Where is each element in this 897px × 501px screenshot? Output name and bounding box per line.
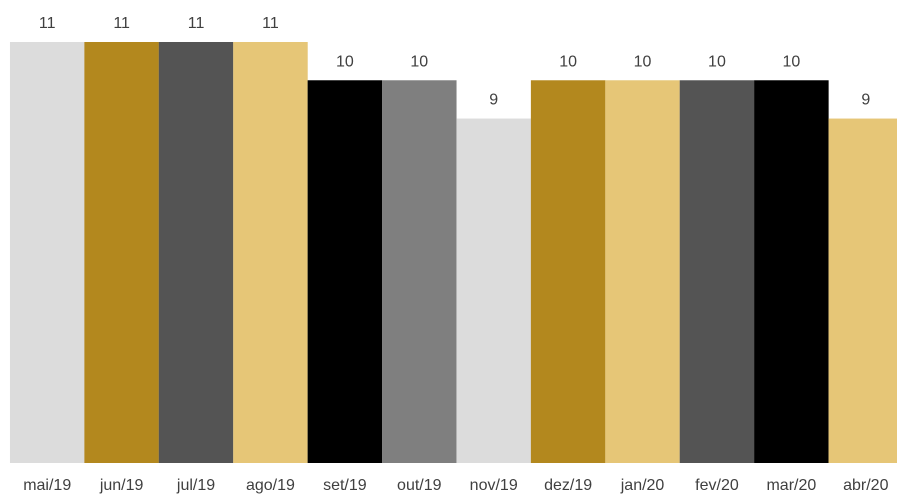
value-label-jan-20: 10 (634, 53, 652, 70)
category-label-nov-19: nov/19 (470, 477, 518, 494)
value-label-mai-19: 11 (39, 15, 56, 32)
value-label-out-19: 10 (410, 53, 428, 70)
bar-jan-20 (605, 80, 680, 464)
value-label-dez-19: 10 (559, 53, 577, 70)
value-label-abr-20: 9 (861, 92, 870, 109)
bar-jun-19 (84, 42, 159, 463)
bars-group (9, 42, 897, 464)
bar-fev-20 (679, 80, 755, 464)
value-label-ago-19: 11 (262, 15, 279, 32)
category-label-ago-19: ago/19 (246, 477, 295, 494)
value-label-mar-20: 10 (782, 53, 800, 70)
bar-mar-20 (754, 80, 829, 464)
bar-ago-19 (233, 42, 308, 463)
category-label-jan-20: jan/20 (620, 477, 665, 494)
bar-dez-19 (530, 80, 606, 464)
bar-mai-19 (9, 42, 85, 463)
bar-abr-20 (828, 118, 897, 464)
value-label-jun-19: 11 (113, 15, 130, 32)
category-label-mar-20: mar/20 (766, 477, 816, 494)
category-label-jul-19: jul/19 (176, 477, 215, 494)
bar-out-19 (382, 80, 457, 464)
bar-nov-19 (456, 118, 531, 464)
value-label-nov-19: 9 (489, 92, 498, 109)
category-label-dez-19: dez/19 (544, 477, 592, 494)
value-label-jul-19: 11 (188, 15, 205, 32)
value-label-fev-20: 10 (708, 53, 726, 70)
category-label-mai-19: mai/19 (23, 477, 71, 494)
category-label-out-19: out/19 (397, 477, 442, 494)
category-label-abr-20: abr/20 (843, 477, 888, 494)
category-label-set-19: set/19 (323, 477, 367, 494)
category-label-fev-20: fev/20 (695, 477, 739, 494)
bar-jul-19 (158, 42, 234, 463)
category-labels-group: mai/19 jun/19 jul/19 ago/19 set/19 out/19 nov/… (23, 477, 888, 494)
value-label-set-19: 10 (336, 53, 354, 70)
value-labels-group: 11 11 11 11 10 10 9 10 10 10 10 9 (39, 15, 870, 109)
bar-set-19 (307, 80, 383, 464)
category-label-jun-19: jun/19 (99, 477, 144, 494)
